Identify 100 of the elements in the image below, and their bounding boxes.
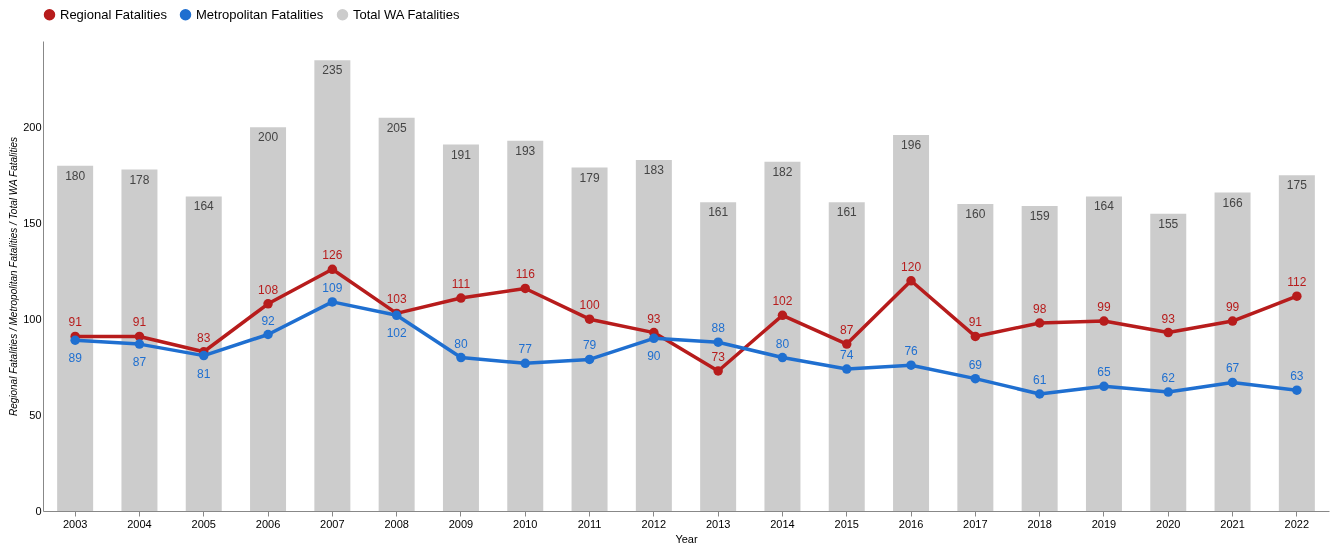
data-label: 77 [518,342,533,357]
data-label: 61 [1032,372,1047,387]
y-tick-label: 200 [23,120,42,133]
bar [1214,192,1251,511]
x-tick-label: 2006 [255,517,281,530]
bar [378,117,415,511]
point [1163,387,1173,397]
y-axis-title: Regional Fatalities / Metropolitan Fatalities / Total WA Fatalities [8,136,20,417]
point [713,337,723,347]
data-label: 193 [515,143,536,158]
bar [700,202,737,511]
data-label: 160 [965,207,986,222]
data-label: 100 [579,298,600,313]
legend-label: Regional Fatalities [60,6,168,22]
point [906,276,916,286]
point [649,333,659,344]
data-label: 93 [647,311,661,326]
x-tick-label: 2013 [705,517,731,530]
data-label: 180 [65,168,86,183]
point [134,331,145,342]
legend-label: Total WA Fatalities [353,6,460,22]
bar [571,167,608,511]
data-label: 159 [1029,208,1050,223]
data-label: 90 [647,349,661,364]
data-label: 88 [711,321,726,336]
data-label: 182 [772,164,793,179]
x-tick-label: 2019 [1091,517,1117,530]
data-label: 89 [68,351,83,366]
data-label: 67 [1225,361,1240,376]
y-tick-label: 100 [23,312,42,325]
bar [250,127,287,511]
data-label: 112 [1287,275,1307,290]
point [70,335,80,345]
point [970,373,981,384]
point [842,339,852,349]
data-label: 62 [1161,371,1176,386]
x-tick-label: 2016 [898,517,924,530]
data-label: 196 [901,138,922,152]
x-tick-label: 2004 [127,517,152,530]
point [584,314,595,324]
point [263,329,273,340]
point [263,299,273,309]
x-tick-label: 2008 [384,517,409,530]
point [1292,291,1302,301]
bar [442,144,479,511]
data-label: 99 [1225,300,1240,315]
point [777,352,788,363]
x-tick-label: 2014 [770,517,795,530]
point [327,264,338,275]
data-label: 83 [197,330,211,345]
data-label: 164 [193,199,215,214]
data-label: 76 [904,344,919,359]
y-tick-label: 150 [23,216,42,229]
data-label: 102 [772,294,793,309]
bar [635,159,672,511]
point [456,352,466,363]
point [1099,316,1109,326]
point [713,366,723,376]
point [1227,377,1238,388]
bar [1085,196,1122,511]
y-tick-label: 50 [29,408,42,421]
data-label: 87 [840,323,854,338]
point [906,360,916,370]
data-label: 235 [322,63,343,78]
point [1099,381,1109,392]
data-label: 65 [1097,365,1111,380]
bar [957,204,994,511]
bar [185,196,222,511]
x-tick-label: 2021 [1220,517,1245,530]
point [1034,318,1045,328]
bar [764,161,801,511]
bar [828,202,865,511]
data-label: 81 [197,366,211,381]
data-label: 191 [450,147,472,162]
point [777,310,788,321]
x-tick-label: 2020 [1156,517,1181,530]
point [199,350,209,361]
bar [893,135,930,511]
point [1163,327,1173,338]
data-label: 109 [322,280,343,295]
data-label: 63 [1290,369,1304,384]
bar [1278,175,1315,511]
point [842,364,852,374]
bar [57,165,94,511]
x-tick-label: 2011 [577,517,602,530]
data-label: 166 [1222,195,1243,210]
data-label: 183 [643,162,665,177]
data-label: 103 [386,292,407,307]
point [970,331,981,342]
bar [1021,205,1058,511]
data-label: 175 [1286,178,1308,193]
data-label: 179 [579,170,600,185]
data-label: 79 [582,338,597,353]
bar [121,169,158,511]
x-tick-label: 2009 [448,517,474,530]
data-label: 111 [451,277,471,292]
data-label: 80 [454,336,468,351]
y-tick-label: 0 [35,504,42,517]
x-tick-label: 2015 [834,517,859,530]
data-label: 87 [132,355,147,370]
